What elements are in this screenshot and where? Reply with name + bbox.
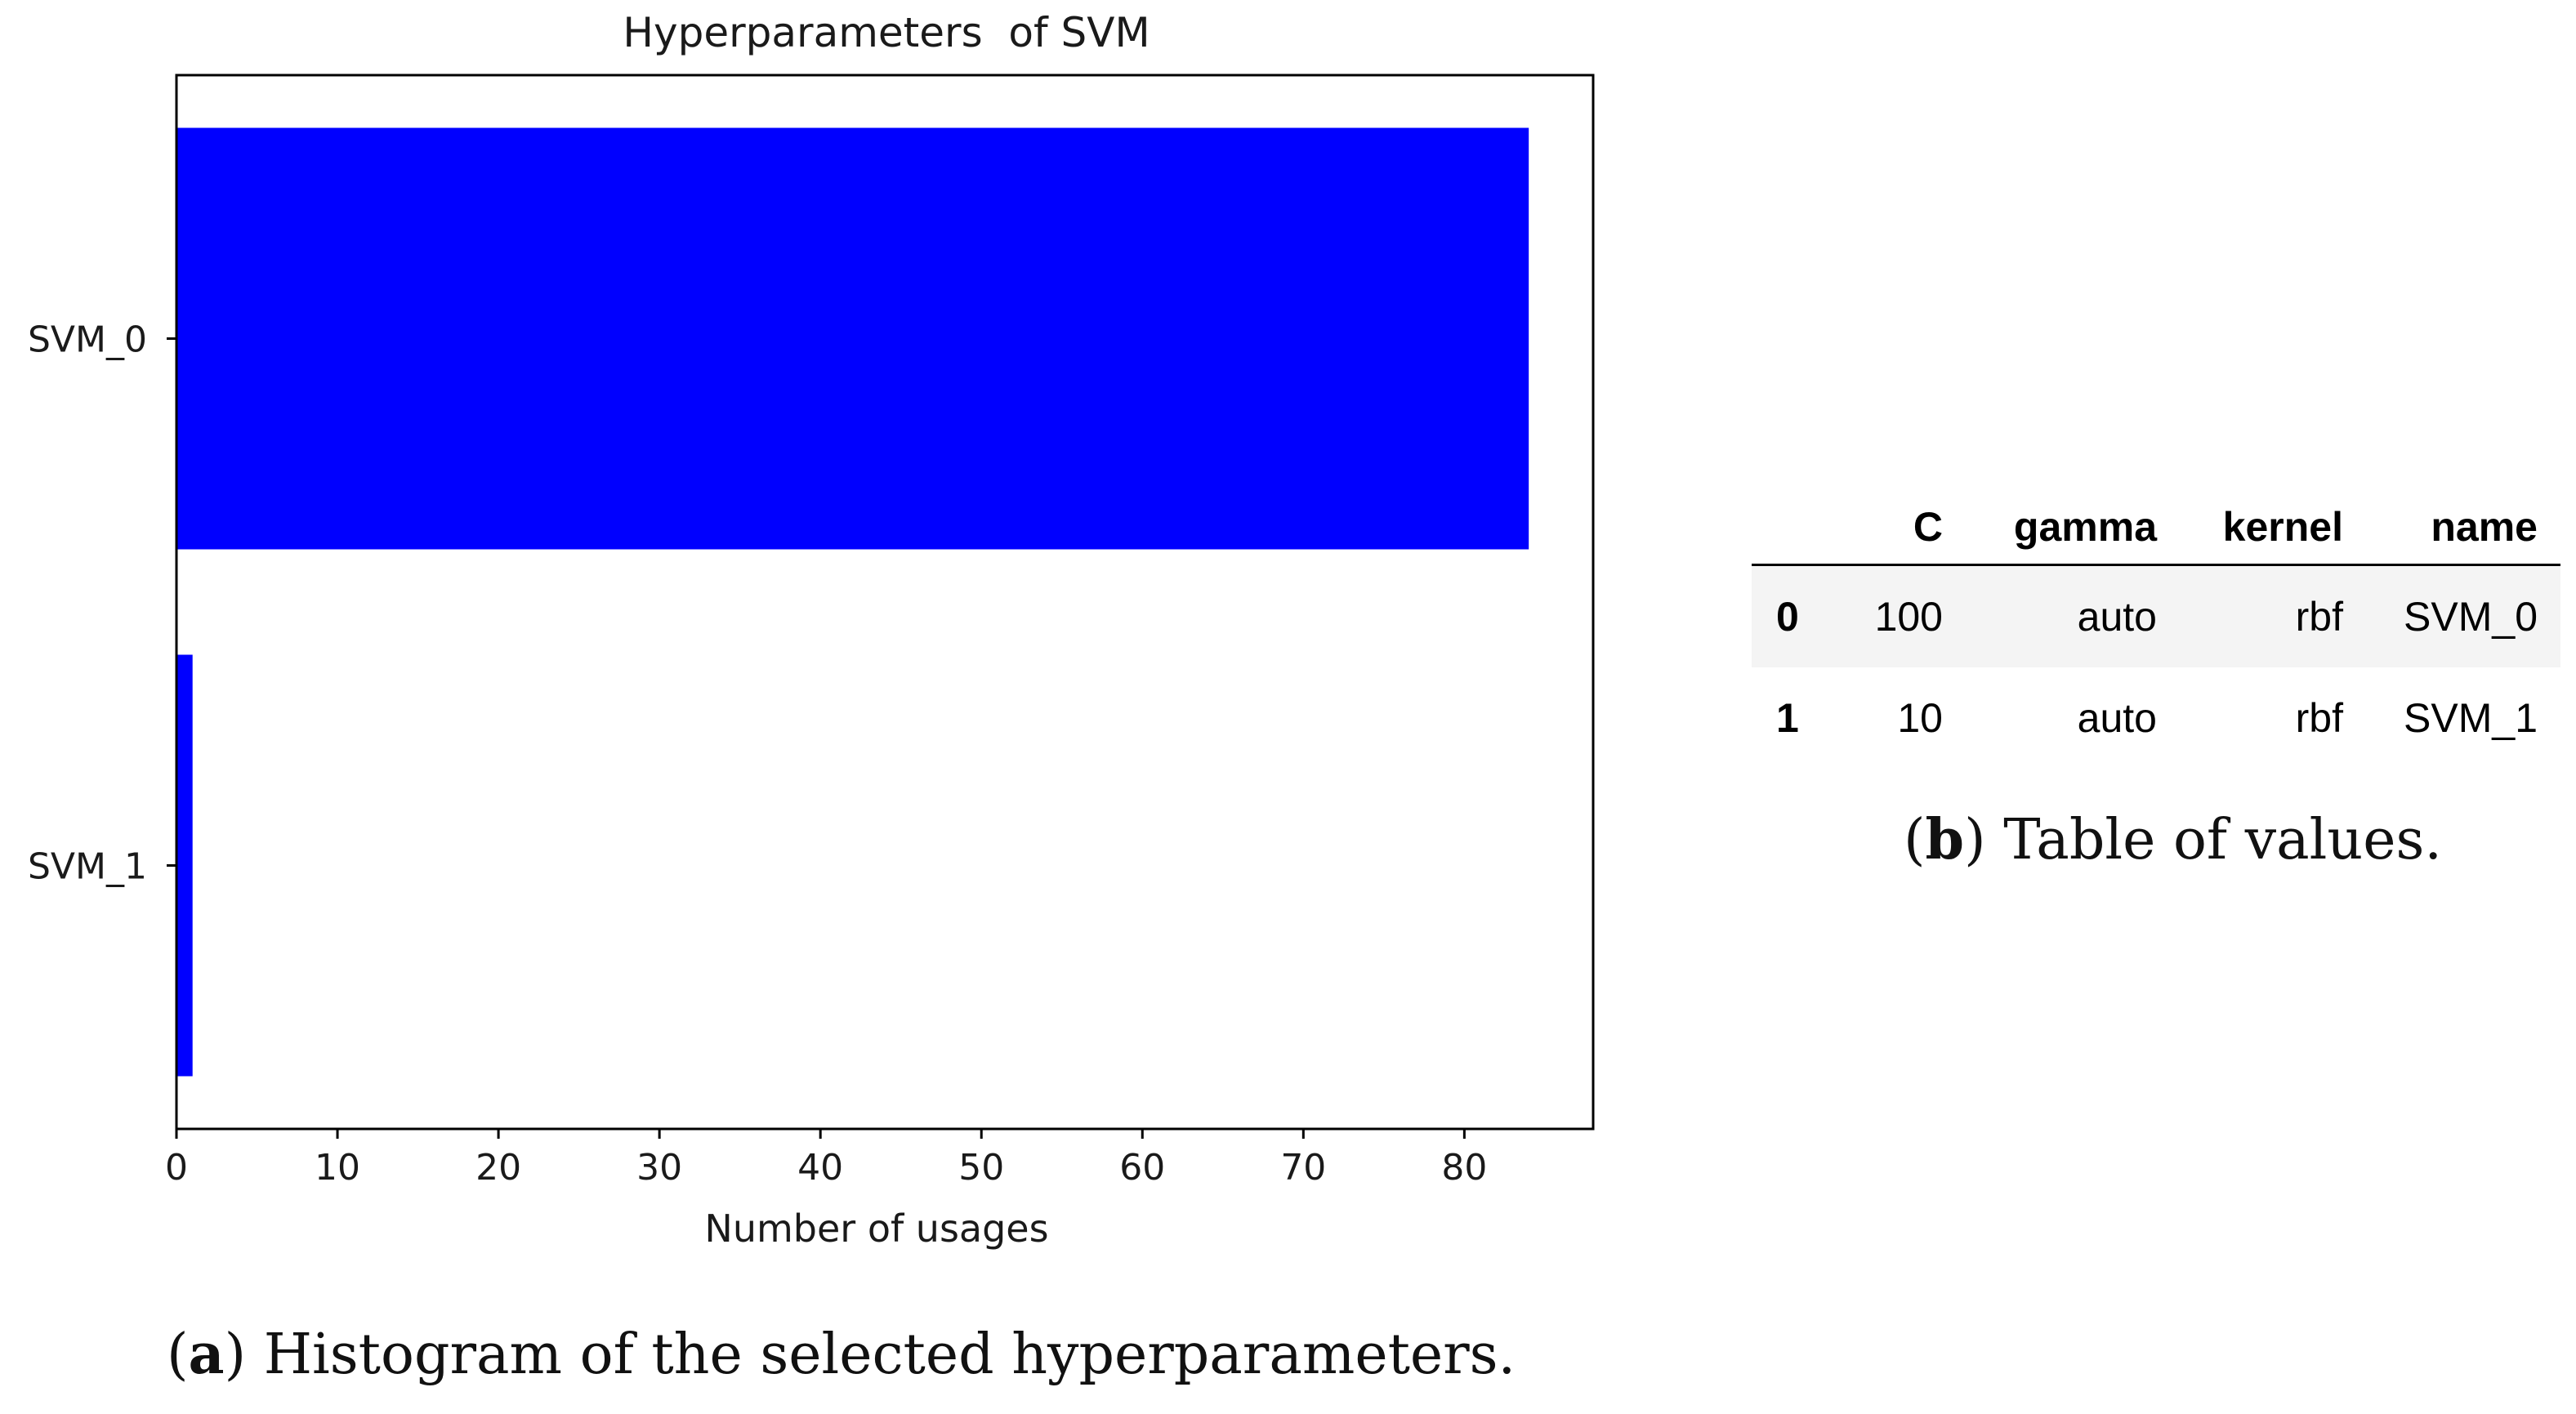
table-cell: 10: [1897, 695, 1943, 741]
x-axis-label: Number of usages: [704, 1207, 1048, 1251]
bars-group: [176, 127, 1529, 1077]
table-header-cell: name: [2431, 504, 2538, 550]
table-header-cell: kernel: [2222, 504, 2343, 550]
values-table: C gamma kernel name 0 100 auto rbf SVM_0…: [1752, 490, 2560, 769]
table-cell: SVM_0: [2404, 594, 2538, 640]
bar-svm-1: [176, 654, 193, 1077]
y-axis: SVM_0 SVM_1: [28, 319, 176, 888]
bar-svm-0: [176, 127, 1529, 550]
plot-frame: [175, 74, 1595, 1131]
caption-b-text: Table of values.: [1985, 808, 2442, 872]
y-tick-label: SVM_1: [28, 846, 147, 888]
x-tick-label: 40: [797, 1147, 843, 1189]
y-tick-label: SVM_0: [28, 319, 147, 361]
x-tick-label: 20: [475, 1147, 521, 1189]
x-axis: 0 10 20 30 40 50 60 70 80: [165, 1129, 1487, 1189]
table-cell: auto: [2077, 594, 2157, 640]
caption-b-label: b: [1925, 807, 1965, 872]
table-cell-index: 1: [1776, 695, 1799, 741]
table-cell: rbf: [2295, 594, 2343, 640]
x-tick-label: 80: [1441, 1147, 1487, 1189]
table-cell: SVM_1: [2404, 695, 2538, 741]
table-row: 1 10 auto rbf SVM_1: [1752, 667, 2560, 769]
x-tick-label: 10: [315, 1147, 360, 1189]
caption-a: (a) Histogram of the selected hyperparam…: [167, 1322, 1516, 1387]
table-cell: auto: [2077, 695, 2157, 741]
table-row: 0 100 auto rbf SVM_0: [1752, 564, 2560, 667]
table-header-cell: C: [1913, 504, 1943, 550]
caption-a-text: Histogram of the selected hyperparameter…: [246, 1323, 1516, 1387]
x-tick-label: 30: [636, 1147, 682, 1189]
x-tick-label: 60: [1119, 1147, 1165, 1189]
caption-b: (b) Table of values.: [1904, 807, 2442, 872]
table-header-row: C gamma kernel name: [1752, 490, 2560, 565]
chart-title: Hyperparameters of SVM: [623, 9, 1150, 56]
table-cell-index: 0: [1776, 594, 1799, 640]
table-cell: rbf: [2295, 695, 2343, 741]
table-header-cell: gamma: [2013, 504, 2157, 550]
caption-a-label: a: [188, 1322, 225, 1387]
table-header-cell: [1752, 490, 1842, 565]
table-cell: 100: [1874, 594, 1943, 640]
x-tick-label: 70: [1280, 1147, 1326, 1189]
x-tick-label: 0: [165, 1147, 188, 1189]
x-tick-label: 50: [958, 1147, 1004, 1189]
